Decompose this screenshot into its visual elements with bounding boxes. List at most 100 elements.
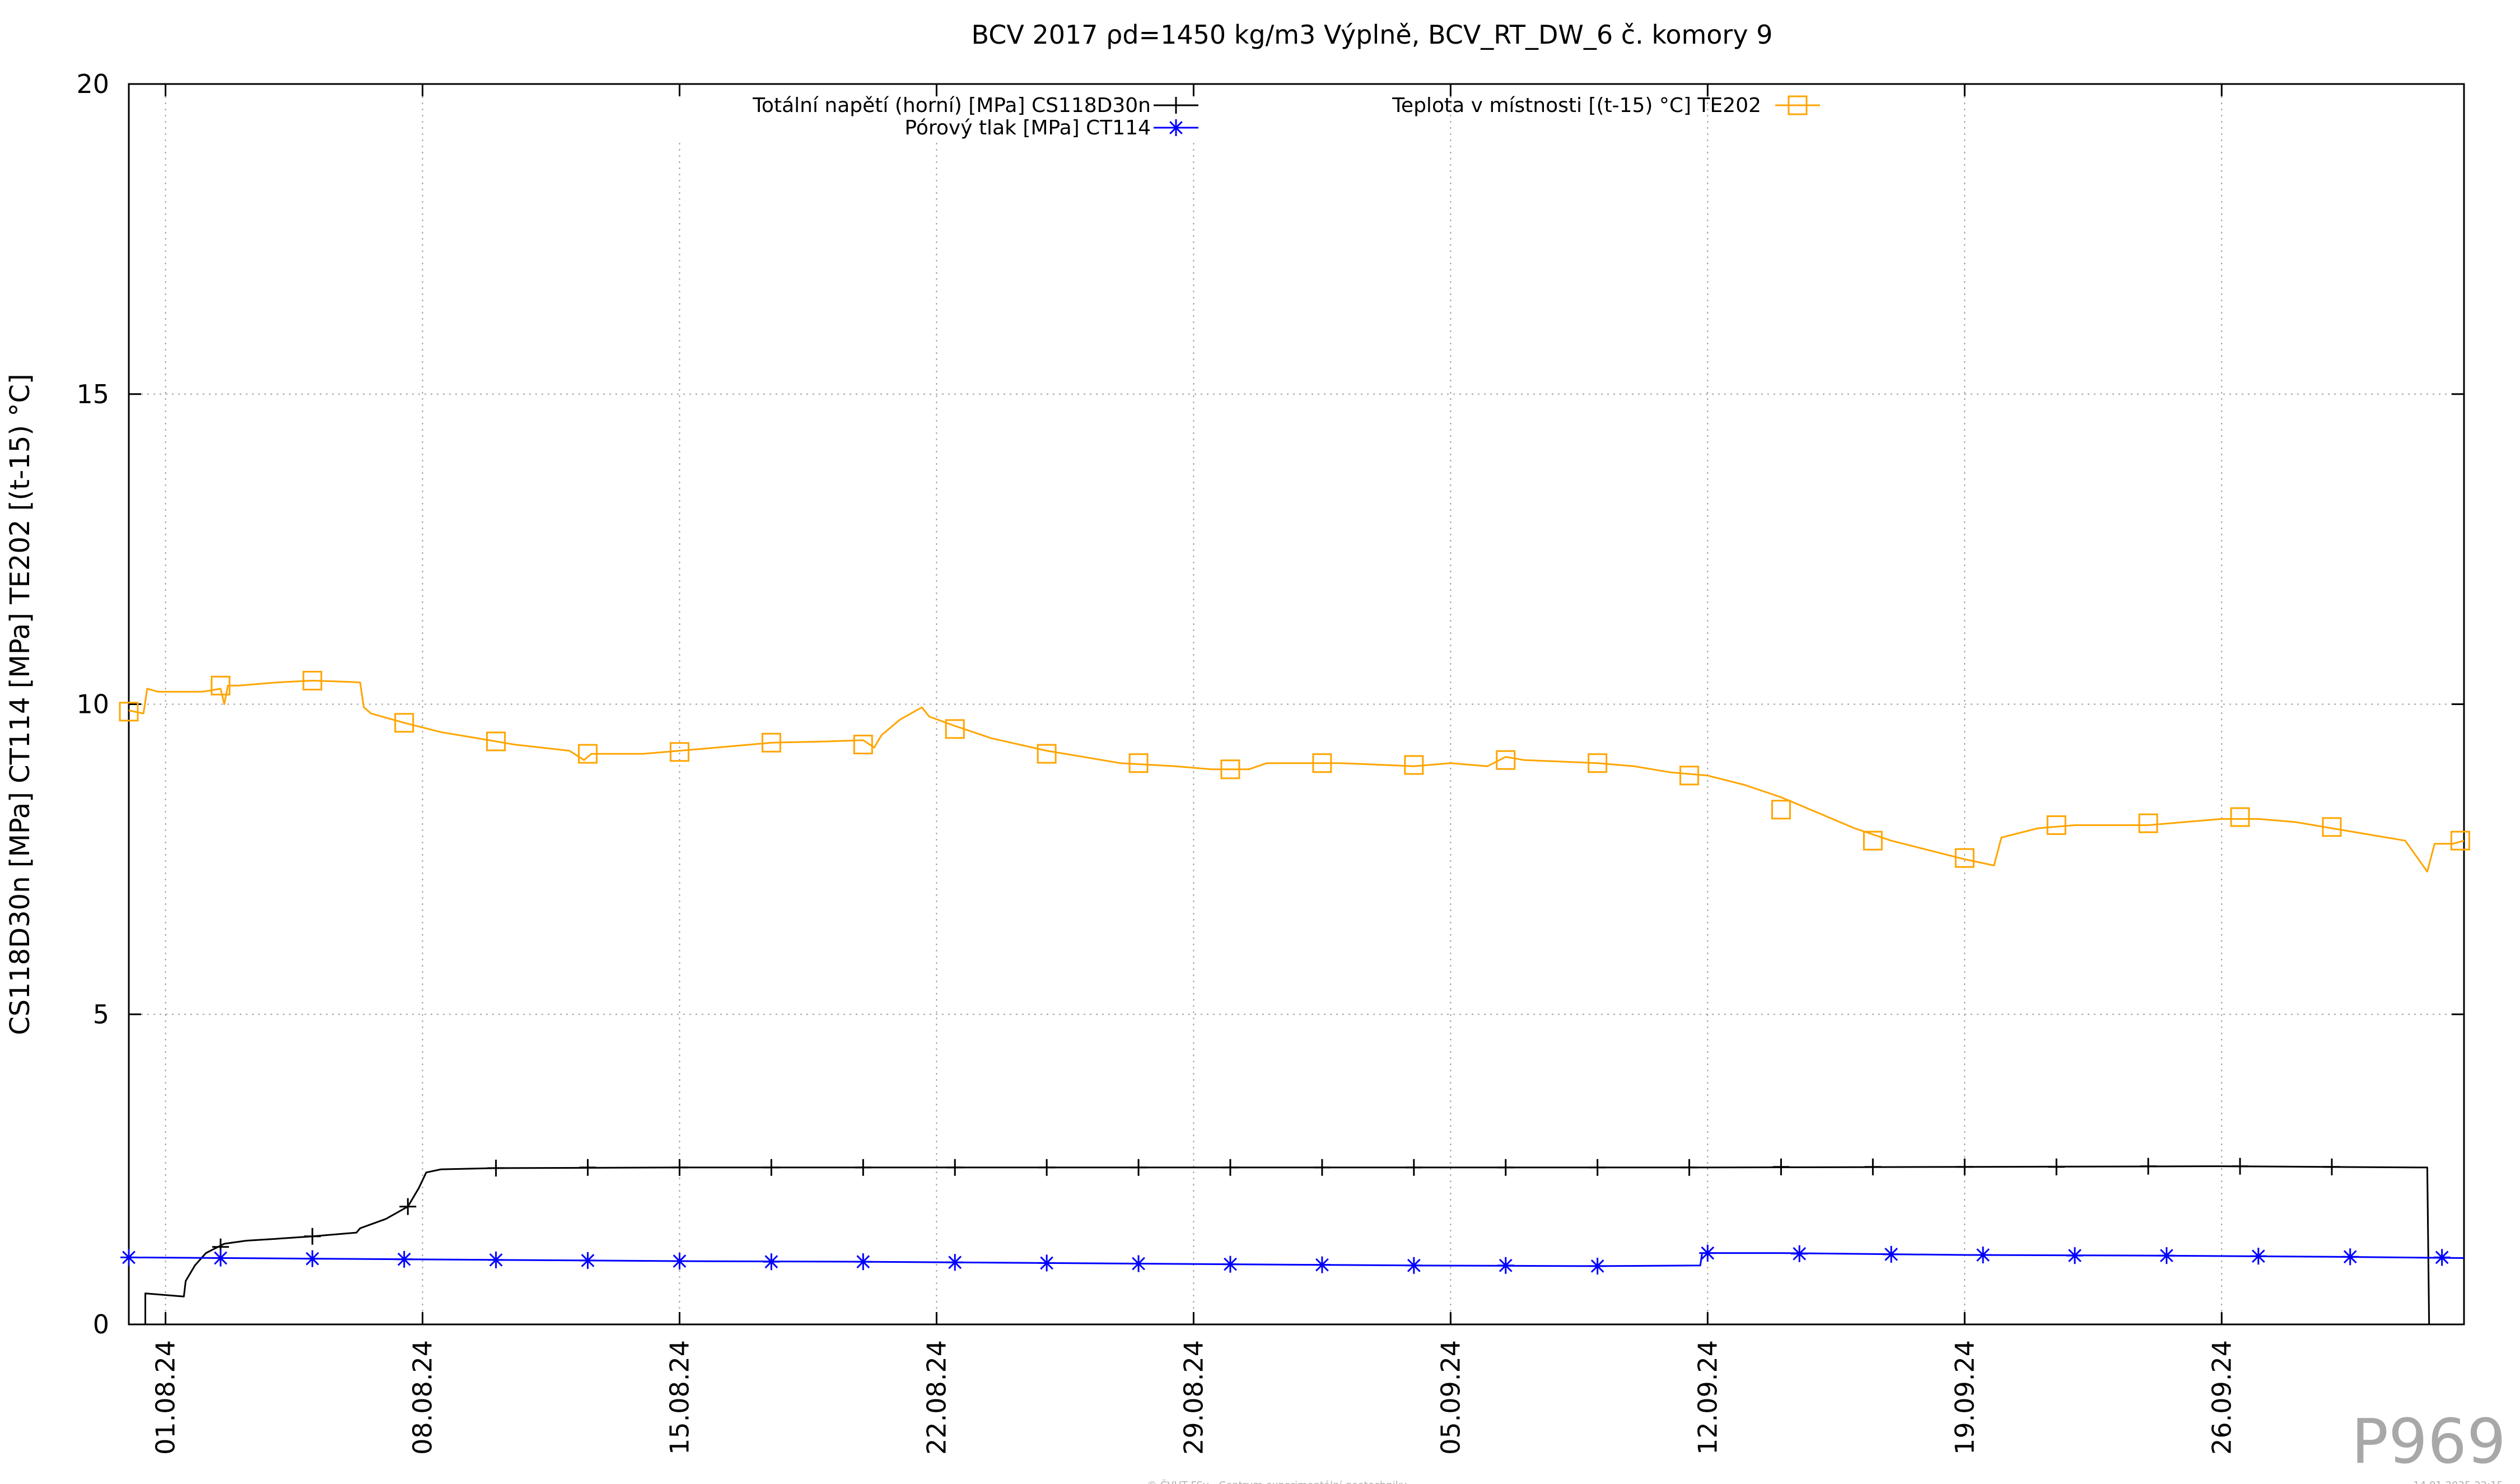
data-point-room-temperature [1863, 830, 1883, 851]
x-tick-label: 01.08.24 [151, 1340, 181, 1455]
x-tick-label: 22.08.24 [921, 1340, 951, 1455]
series-line-pore-pressure [128, 1252, 2465, 1267]
y-tick-label: 0 [93, 1309, 109, 1340]
legend-label-pore-pressure: Pórový tlak [MPa] CT114 [904, 116, 1151, 139]
data-point-room-temperature [578, 744, 598, 764]
data-point-total-stress [304, 1228, 321, 1245]
data-point-total-stress [671, 1159, 688, 1176]
data-point-pore-pressure [946, 1254, 964, 1271]
data-point-room-temperature [1588, 753, 1608, 773]
legend-marker-room-temperature [1788, 95, 1808, 115]
legend-label-room-temperature: Teplota v místnosti [(t-15) °C] TE202 [1392, 94, 1761, 117]
watermark-code: P969 [2351, 1406, 2506, 1477]
x-tick-label: 15.08.24 [664, 1340, 694, 1455]
data-point-room-temperature [853, 734, 873, 754]
series-line-total-stress [129, 1165, 2464, 1326]
data-point-total-stress [2232, 1158, 2249, 1175]
x-tick-label: 29.08.24 [1178, 1340, 1208, 1455]
x-tick-label: 19.09.24 [1949, 1340, 1980, 1455]
y-axis-label: CS118D30n [MPa] CT114 [MPa] TE202 [(t-15… [4, 374, 36, 1035]
data-point-room-temperature [302, 670, 323, 690]
data-point-total-stress [1681, 1159, 1698, 1176]
data-point-total-stress [1956, 1158, 1973, 1175]
y-tick-label: 10 [76, 689, 109, 720]
data-point-total-stress [855, 1159, 872, 1176]
data-point-pore-pressure [212, 1249, 229, 1267]
legend: Totální napětí (horní) [MPa] CS118D30n P… [752, 94, 1820, 139]
data-point-total-stress [2048, 1158, 2065, 1175]
data-point-total-stress [1589, 1159, 1606, 1176]
data-point-pore-pressure [1975, 1246, 1992, 1263]
data-point-pore-pressure [1221, 1256, 1239, 1273]
data-point-room-temperature [669, 742, 689, 762]
legend-marker-pore-pressure [1168, 119, 1184, 136]
data-point-room-temperature [2138, 813, 2158, 833]
data-point-total-stress [1864, 1158, 1882, 1175]
data-point-room-temperature [1496, 750, 1516, 770]
data-point-pore-pressure [2433, 1249, 2451, 1266]
y-tick-label: 15 [76, 379, 109, 409]
data-point-pore-pressure [2250, 1248, 2267, 1265]
x-tick-label: 05.09.24 [1435, 1340, 1466, 1455]
data-point-pore-pressure [579, 1252, 596, 1269]
data-point-pore-pressure [763, 1253, 780, 1271]
data-point-room-temperature [1128, 753, 1149, 773]
data-point-pore-pressure [1130, 1255, 1147, 1272]
footer-copyright: © ČVUT FSv - Centrum experimentální geot… [1147, 1479, 1407, 1484]
x-tick-label: 08.08.24 [408, 1340, 438, 1455]
data-point-pore-pressure [120, 1249, 137, 1266]
data-point-pore-pressure [2341, 1248, 2359, 1266]
chart-title: BCV 2017 ρd=1450 kg/m3 Výplně, BCV_RT_DW… [972, 20, 1773, 50]
data-point-room-temperature [2450, 830, 2470, 851]
data-point-total-stress [1130, 1159, 1147, 1176]
data-point-room-temperature [761, 732, 781, 753]
data-point-pore-pressure [1699, 1244, 1716, 1262]
gridlines [129, 84, 2464, 1324]
data-point-room-temperature [945, 719, 965, 739]
series-line-room-temperature [128, 679, 2465, 872]
data-point-room-temperature [1954, 848, 1975, 868]
data-point-room-temperature [394, 713, 414, 733]
series-group [119, 670, 2470, 1326]
data-point-pore-pressure [671, 1253, 688, 1270]
data-point-pore-pressure [2158, 1247, 2175, 1264]
data-point-room-temperature [2230, 807, 2250, 827]
data-point-pore-pressure [1497, 1257, 1514, 1274]
data-point-room-temperature [1037, 744, 1057, 764]
data-point-total-stress [2140, 1158, 2157, 1175]
data-point-pore-pressure [1883, 1245, 1900, 1263]
data-point-total-stress [763, 1159, 780, 1176]
data-point-room-temperature [211, 675, 231, 696]
data-point-room-temperature [1404, 755, 1424, 775]
y-tick-label: 20 [76, 69, 109, 99]
data-point-room-temperature [119, 702, 139, 722]
data-point-pore-pressure [1038, 1254, 1056, 1272]
data-point-pore-pressure [487, 1251, 505, 1268]
data-point-room-temperature [2046, 815, 2066, 835]
data-point-total-stress [946, 1159, 964, 1176]
data-point-pore-pressure [1589, 1257, 1606, 1275]
data-point-room-temperature [1312, 753, 1332, 773]
data-point-total-stress [1313, 1159, 1331, 1176]
data-point-pore-pressure [1313, 1256, 1331, 1273]
data-point-total-stress [1497, 1159, 1514, 1176]
data-point-room-temperature [1220, 759, 1240, 780]
data-point-pore-pressure [304, 1250, 321, 1267]
footer-timestamp: 14.01.2025 22:15 [2413, 1480, 2503, 1484]
data-point-room-temperature [1679, 766, 1700, 786]
x-tick-label: 26.09.24 [2206, 1340, 2237, 1455]
legend-marker-total-stress [1168, 97, 1184, 114]
data-point-total-stress [1405, 1159, 1422, 1176]
data-point-pore-pressure [855, 1253, 872, 1271]
data-point-pore-pressure [1791, 1245, 1808, 1262]
data-point-total-stress [579, 1159, 596, 1176]
x-tick-label: 12.09.24 [1692, 1340, 1723, 1455]
data-point-room-temperature [1771, 800, 1791, 820]
data-point-room-temperature [486, 731, 506, 752]
data-point-total-stress [399, 1198, 417, 1215]
data-point-total-stress [1221, 1159, 1239, 1176]
axes: 0 5 10 15 20 01.08.24 08.08.24 15.08.24 22.08.24… [76, 69, 2464, 1455]
data-point-total-stress [487, 1159, 505, 1177]
data-point-pore-pressure [1405, 1257, 1422, 1274]
